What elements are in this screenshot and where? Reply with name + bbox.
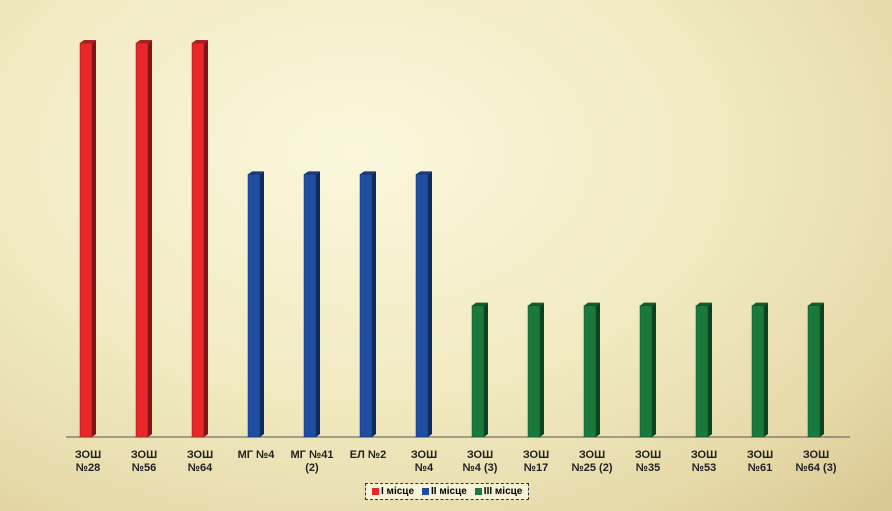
bar xyxy=(807,305,821,438)
bar-side xyxy=(484,302,488,437)
bar-top xyxy=(192,40,208,43)
legend-item: III місце xyxy=(474,486,523,497)
bar-top xyxy=(80,40,96,43)
bar-side xyxy=(540,302,544,437)
bar xyxy=(695,305,709,438)
bar xyxy=(471,305,485,438)
legend-label: I місце xyxy=(381,486,415,497)
bar-side xyxy=(148,40,152,437)
bar-top xyxy=(248,171,264,175)
bar-side xyxy=(316,171,320,438)
legend-label: II місце xyxy=(431,486,467,497)
x-tick-label: ЗОШ №4 xyxy=(410,449,438,474)
legend-swatch xyxy=(474,488,482,495)
bar-side xyxy=(652,302,656,437)
bar-top xyxy=(640,302,656,306)
bar-side xyxy=(764,302,768,437)
bar-side xyxy=(820,302,824,437)
bar-top xyxy=(304,171,320,175)
x-tick-label: ЗОШ №28 xyxy=(74,449,102,474)
x-tick-label: ЗОШ №53 xyxy=(690,449,718,474)
legend-item: II місце xyxy=(422,486,467,497)
bar xyxy=(135,42,149,438)
legend-item: I місце xyxy=(372,486,414,497)
bar xyxy=(247,174,261,438)
x-tick-label: ЗОШ №25 (2) xyxy=(571,449,613,474)
x-tick-label: ЗОШ №35 xyxy=(634,449,662,474)
bar xyxy=(751,305,765,438)
bar-side xyxy=(92,40,96,437)
bar-side xyxy=(596,302,600,437)
x-tick-label: ЗОШ №56 xyxy=(130,449,158,474)
bar-side xyxy=(428,171,432,438)
bar xyxy=(359,174,373,438)
legend: I місце II місце III місце xyxy=(365,483,530,500)
bar xyxy=(191,42,205,438)
x-tick-label: ЗОШ №64 (3) xyxy=(795,449,837,474)
bar xyxy=(303,174,317,438)
bar-top xyxy=(360,171,376,175)
bar-side xyxy=(204,40,208,437)
x-tick-label: ЗОШ №4 (3) xyxy=(462,449,498,474)
x-tick-label: ЗОШ №17 xyxy=(522,449,550,474)
bar-side xyxy=(372,171,376,438)
legend-swatch xyxy=(372,488,379,495)
bar-top xyxy=(136,40,152,43)
x-tick-label: ЗОШ №64 xyxy=(186,449,214,474)
bar-top xyxy=(416,171,432,175)
bar-side xyxy=(260,171,264,438)
bar-side xyxy=(708,302,712,437)
bar xyxy=(79,42,93,438)
legend-label: III місце xyxy=(483,486,523,497)
bar-top xyxy=(584,302,600,306)
x-tick-label: МГ №41 (2) xyxy=(290,449,334,474)
bar-top xyxy=(472,302,488,306)
legend-swatch xyxy=(422,488,430,495)
bar-top xyxy=(808,302,824,306)
x-tick-label: МГ №4 xyxy=(237,449,275,461)
bar xyxy=(415,174,429,438)
bar xyxy=(583,305,597,438)
bar xyxy=(527,305,541,438)
bar-top xyxy=(752,302,768,306)
bar xyxy=(639,305,653,438)
bar-top xyxy=(528,302,544,306)
bar-top xyxy=(696,302,712,306)
x-tick-label: ЗОШ №61 xyxy=(746,449,774,474)
x-tick-label: ЕЛ №2 xyxy=(349,449,387,461)
